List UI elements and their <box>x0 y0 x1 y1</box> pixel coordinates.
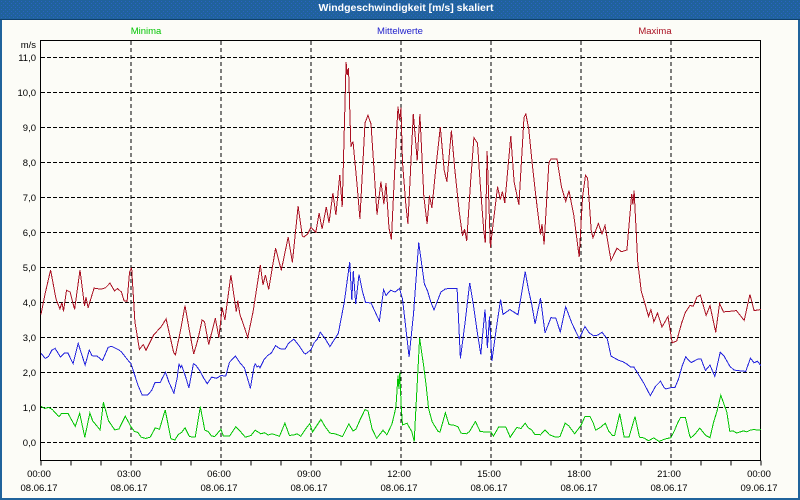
svg-text:08.06.17: 08.06.17 <box>201 483 238 494</box>
svg-text:18:00: 18:00 <box>567 469 591 480</box>
svg-text:00:00: 00:00 <box>747 469 771 480</box>
svg-text:2,0: 2,0 <box>23 368 36 379</box>
svg-text:4,0: 4,0 <box>23 298 36 309</box>
svg-text:Mittelwerte: Mittelwerte <box>377 26 423 37</box>
svg-text:11,0: 11,0 <box>18 53 36 64</box>
svg-text:08.06.17: 08.06.17 <box>21 483 58 494</box>
svg-text:8,0: 8,0 <box>23 158 36 169</box>
svg-text:21:00: 21:00 <box>657 469 681 480</box>
svg-text:3,0: 3,0 <box>23 333 36 344</box>
svg-text:Minima: Minima <box>131 26 162 37</box>
svg-text:m/s: m/s <box>21 40 37 51</box>
svg-text:03:00: 03:00 <box>117 469 141 480</box>
svg-text:1,0: 1,0 <box>23 403 36 414</box>
svg-text:6,0: 6,0 <box>23 228 36 239</box>
svg-text:08.06.17: 08.06.17 <box>561 483 598 494</box>
svg-text:5,0: 5,0 <box>23 263 36 274</box>
svg-text:08.06.17: 08.06.17 <box>651 483 688 494</box>
svg-text:08.06.17: 08.06.17 <box>471 483 508 494</box>
svg-text:15:00: 15:00 <box>477 469 501 480</box>
svg-text:08.06.17: 08.06.17 <box>291 483 328 494</box>
svg-text:08.06.17: 08.06.17 <box>381 483 418 494</box>
svg-text:08.06.17: 08.06.17 <box>111 483 148 494</box>
svg-text:9,0: 9,0 <box>23 123 36 134</box>
svg-text:7,0: 7,0 <box>23 193 36 204</box>
svg-text:Maxima: Maxima <box>638 26 672 37</box>
svg-text:06:00: 06:00 <box>207 469 231 480</box>
svg-text:12:00: 12:00 <box>387 469 411 480</box>
svg-text:09:00: 09:00 <box>297 469 321 480</box>
svg-text:09.06.17: 09.06.17 <box>741 483 778 494</box>
svg-text:00:00: 00:00 <box>27 469 51 480</box>
svg-text:0,0: 0,0 <box>23 438 36 449</box>
svg-text:10,0: 10,0 <box>18 88 37 99</box>
